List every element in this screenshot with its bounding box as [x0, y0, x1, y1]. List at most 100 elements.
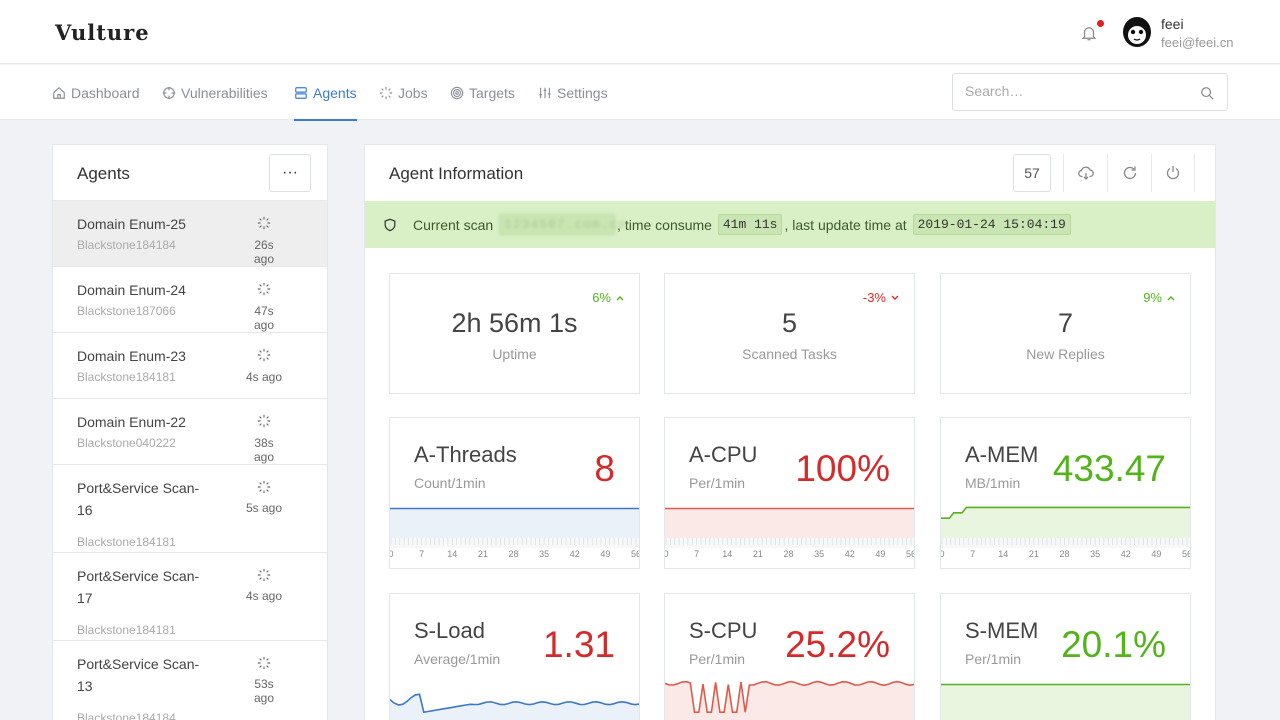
agent-list: Domain Enum-25 Blackstone184184 26s ago Dom… — [53, 201, 327, 720]
search-icon[interactable] — [1200, 86, 1214, 100]
metric-subtitle: Count/1min — [414, 475, 486, 491]
sparkline-line — [390, 693, 639, 714]
chevron-down-icon — [891, 295, 899, 300]
spinner-icon — [257, 480, 271, 494]
axis-tick-label: 14 — [998, 549, 1008, 559]
axis-tick-label: 7 — [694, 549, 699, 559]
metric-title: A-CPU — [689, 442, 758, 467]
avatar[interactable] — [1122, 16, 1152, 48]
stat-trend: 9% — [1143, 290, 1176, 305]
target-icon — [450, 86, 464, 99]
axis-tick-label: 28 — [783, 549, 793, 559]
metric-card: A-MEM MB/1min 433.47 0 7 14 21 28 35 42 49 56 — [940, 417, 1191, 569]
top-bar: Vulture feei feei@feei.cn — [0, 0, 1280, 64]
metric-subtitle: Per/1min — [689, 475, 746, 491]
nav-item-jobs[interactable]: Jobs — [379, 65, 428, 120]
nav-item-targets[interactable]: Targets — [450, 65, 515, 120]
chevron-up-icon — [616, 295, 624, 300]
nav-item-dashboard[interactable]: Dashboard — [52, 65, 140, 120]
shield-icon — [384, 218, 396, 231]
bell-icon[interactable] — [1080, 24, 1098, 42]
metric-title: A-Threads — [414, 442, 517, 467]
metric-title: A-MEM — [965, 442, 1039, 467]
sparkline-area — [390, 694, 639, 714]
axis-tick-label: 0 — [941, 549, 945, 559]
search-box — [952, 73, 1228, 111]
sliders-icon — [539, 87, 551, 98]
agent-last-seen: 4s ago — [245, 589, 283, 603]
axis-tick-label: 35 — [814, 549, 824, 559]
download-button[interactable] — [1063, 154, 1107, 192]
scan-mid: , time consume — [617, 216, 712, 233]
stat-value: 2h 56m 1s — [451, 308, 578, 338]
axis-tick-label: 7 — [970, 549, 975, 559]
axis-tick-label: 14 — [722, 549, 732, 559]
user-name[interactable]: feei — [1161, 16, 1184, 32]
axis-tick-label: 56 — [631, 549, 639, 559]
stat-card: 6% 2h 56m 1s Uptime — [389, 273, 640, 394]
agent-name: Domain Enum-24 — [77, 282, 186, 298]
nav-item-vulnerabilities[interactable]: Vulnerabilities — [162, 65, 268, 120]
metric-title: S-MEM — [965, 618, 1039, 643]
axis-tick-label: 0 — [665, 549, 669, 559]
nav-item-settings[interactable]: Settings — [538, 65, 608, 120]
axis-tick-label: 28 — [1059, 549, 1069, 559]
metric-title: S-CPU — [689, 618, 758, 643]
stat-value: 5 — [781, 308, 798, 338]
agent-host: Blackstone184181 — [77, 370, 176, 384]
axis-tick-label: 0 — [390, 549, 394, 559]
agent-list-item[interactable]: Domain Enum-23 Blackstone184181 4s ago — [53, 333, 327, 399]
agent-name: Port&Service Scan-17 — [77, 568, 200, 606]
crosshair-icon — [162, 86, 176, 99]
agent-list-item[interactable]: Domain Enum-24 Blackstone187066 47s ago — [53, 267, 327, 333]
agent-host: Blackstone187066 — [77, 304, 176, 318]
app-logo[interactable]: Vulture — [55, 20, 150, 45]
agent-info-panel: Agent Information 57 Current scan 123456… — [364, 144, 1216, 720]
scan-duration: 41m 11s — [717, 214, 783, 235]
sparkline-chart — [941, 683, 1190, 720]
axis-tick-label: 35 — [539, 549, 549, 559]
agent-name: Domain Enum-23 — [77, 348, 186, 364]
sparkline-area-lower — [665, 714, 914, 720]
agent-list-item[interactable]: Port&Service Scan-17 Blackstone184181 4s a… — [53, 553, 327, 641]
sparkline-chart — [665, 680, 914, 720]
count-badge[interactable]: 57 — [1013, 154, 1051, 192]
scan-status-bar: Current scan 1234567.com.cn , time consu… — [365, 201, 1215, 248]
sparkline-area — [390, 508, 639, 538]
sparkline-line — [665, 680, 914, 713]
sparkline-line — [941, 506, 1190, 519]
axis-tick-label: 28 — [508, 549, 518, 559]
agent-last-seen: 38s ago — [253, 436, 275, 464]
metric-value: 433.47 — [1052, 448, 1166, 489]
axis-tick-label: 42 — [845, 549, 855, 559]
nav-item-agents[interactable]: Agents — [294, 65, 357, 121]
stat-label: Scanned Tasks — [742, 346, 837, 362]
user-email: feei@feei.cn — [1161, 35, 1234, 50]
metric-value: 20.1% — [1061, 624, 1166, 665]
agent-host: Blackstone040222 — [77, 436, 176, 450]
agent-last-seen: 4s ago — [245, 370, 283, 384]
agent-list-item[interactable]: Domain Enum-22 Blackstone040222 38s ago — [53, 399, 327, 465]
search-input[interactable] — [965, 83, 1185, 99]
cloud-download-icon — [1077, 166, 1094, 180]
refresh-button[interactable] — [1107, 154, 1151, 192]
spinner-icon — [257, 568, 271, 582]
agent-list-item[interactable]: Port&Service Scan-13 Blackstone184184 53s … — [53, 641, 327, 720]
agent-list-item[interactable]: Domain Enum-25 Blackstone184184 26s ago — [53, 201, 327, 267]
more-button[interactable]: ··· — [269, 154, 311, 192]
power-button[interactable] — [1151, 154, 1195, 192]
agent-host: Blackstone184181 — [77, 535, 176, 549]
scan-prefix: Current scan — [413, 216, 494, 233]
metric-card: A-CPU Per/1min 100% 0 7 14 21 28 35 42 49 56 — [664, 417, 915, 569]
agents-header: Agents ··· — [53, 145, 327, 201]
agent-last-seen: 47s ago — [253, 304, 275, 332]
stat-card: -3% 5 Scanned Tasks — [664, 273, 915, 394]
sparkline-chart — [390, 693, 639, 720]
sparkline-chart: 0 7 14 21 28 35 42 49 56 — [941, 506, 1190, 559]
axis-tick-label: 56 — [906, 549, 914, 559]
stat-trend: -3% — [863, 290, 900, 305]
axis-tick-label: 14 — [447, 549, 457, 559]
power-icon — [1166, 166, 1180, 180]
agent-list-item[interactable]: Port&Service Scan-16 Blackstone184181 5s a… — [53, 465, 327, 553]
axis-tick-label: 49 — [875, 549, 885, 559]
